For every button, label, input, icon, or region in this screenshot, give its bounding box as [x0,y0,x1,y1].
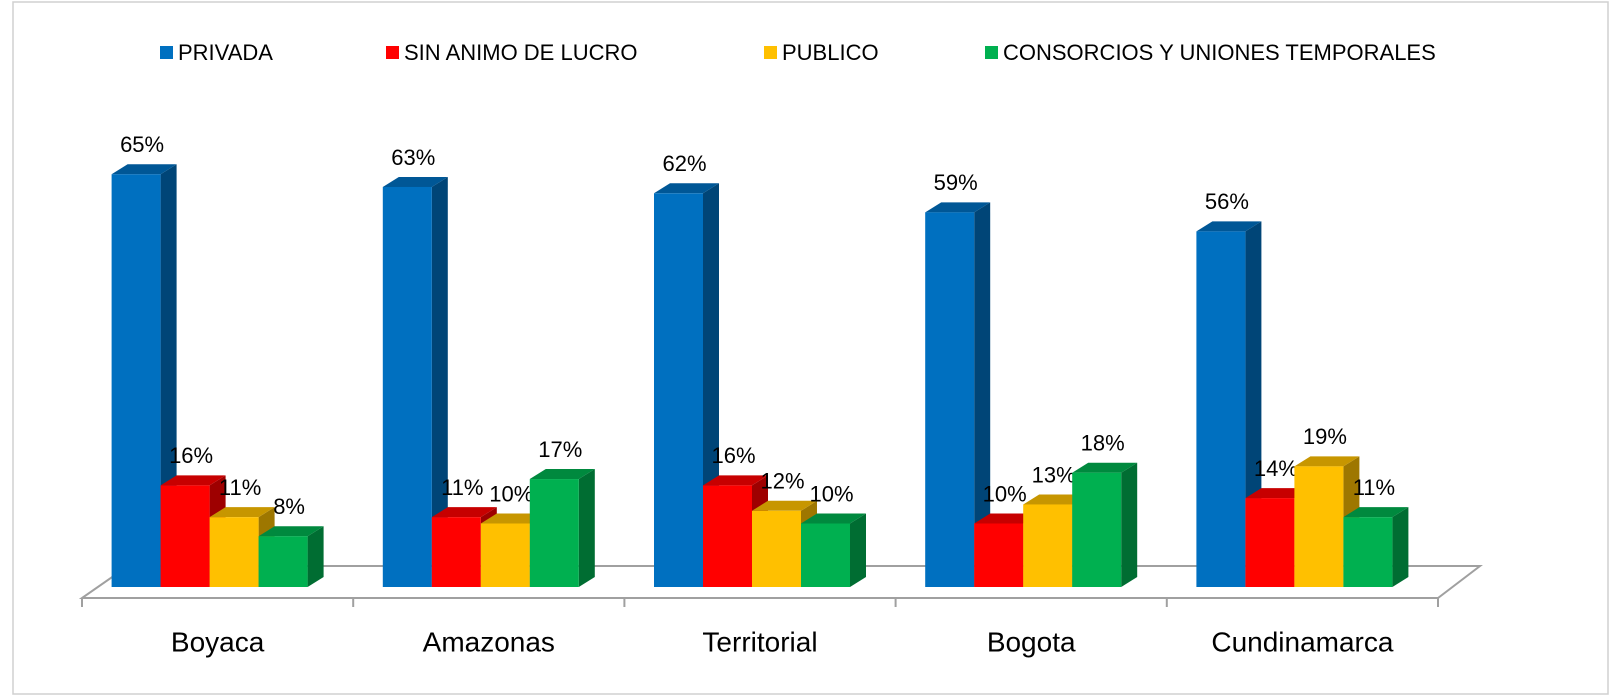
bar [752,510,801,587]
bar-side [307,526,324,587]
value-label: 11% [1353,475,1395,500]
value-label: 13% [1032,462,1076,487]
bar-top [703,475,768,486]
bar-side [974,202,991,587]
value-label: 10% [489,481,533,506]
legend-swatch [985,46,998,59]
bar [1196,231,1246,587]
bar [480,523,530,587]
value-label: 10% [809,481,853,506]
bar [431,517,481,587]
bar-side [850,513,866,587]
legend-label: PRIVADA [178,40,273,65]
value-label: 11% [441,475,483,500]
bar-top [752,500,817,511]
bar-top [258,526,324,537]
legend-label: PUBLICO [782,40,879,65]
value-label: 18% [1081,431,1125,456]
value-label: 17% [538,437,582,462]
x-tick-label: Bogota [987,626,1076,657]
value-label: 19% [1303,424,1347,449]
value-label: 63% [391,145,435,170]
bar [111,174,161,587]
bar-side [1392,507,1409,587]
x-tick-label: Territorial [702,626,817,657]
bar-top [1294,456,1360,467]
bar-top [654,183,719,194]
x-tick-label: Amazonas [423,626,555,657]
bar [925,212,975,587]
legend-label: SIN ANIMO DE LUCRO [404,40,637,65]
bar [1072,472,1122,587]
bar-top [801,513,866,524]
legend-label: CONSORCIOS Y UNIONES TEMPORALES [1003,40,1436,65]
bar-top [974,513,1040,524]
bar-top [1245,488,1311,499]
value-label: 8% [273,494,305,519]
x-tick-label: Cundinamarca [1211,626,1394,657]
bar [1245,498,1295,587]
value-label: 11% [219,475,261,500]
bar-top [209,507,275,518]
legend-swatch [386,46,399,59]
bar-top [1023,494,1089,505]
bar [209,517,259,587]
bar-top [382,176,448,187]
value-label: 10% [983,481,1027,506]
bar-side [1121,462,1138,587]
bar-top [1343,507,1409,518]
bar-top [925,202,991,213]
bar [1023,504,1073,587]
bar [160,485,210,587]
bar-top [480,513,546,524]
bar-top [1072,462,1138,473]
bar-top [529,469,595,480]
bar [703,485,752,587]
bar-side [578,469,595,587]
legend-swatch [764,46,777,59]
bar-top [111,164,177,175]
bar [382,186,432,587]
bar-top [160,475,226,486]
bar [654,193,703,588]
bar [801,523,850,587]
legend-swatch [160,46,173,59]
value-label: 14% [1254,456,1298,481]
value-label: 16% [711,443,755,468]
bar-side [431,176,448,587]
value-label: 16% [169,443,213,468]
x-tick-label: Boyaca [171,626,265,657]
value-label: 12% [760,469,804,494]
bar [1294,466,1344,587]
value-label: 65% [120,132,164,157]
bar [258,536,308,587]
value-label: 59% [934,170,978,195]
value-label: 56% [1205,189,1249,214]
value-label: 62% [662,151,706,176]
bar [529,479,579,587]
bar-top [431,507,497,518]
bar [1343,517,1393,587]
bar [974,523,1024,587]
bar-top [1196,221,1262,232]
